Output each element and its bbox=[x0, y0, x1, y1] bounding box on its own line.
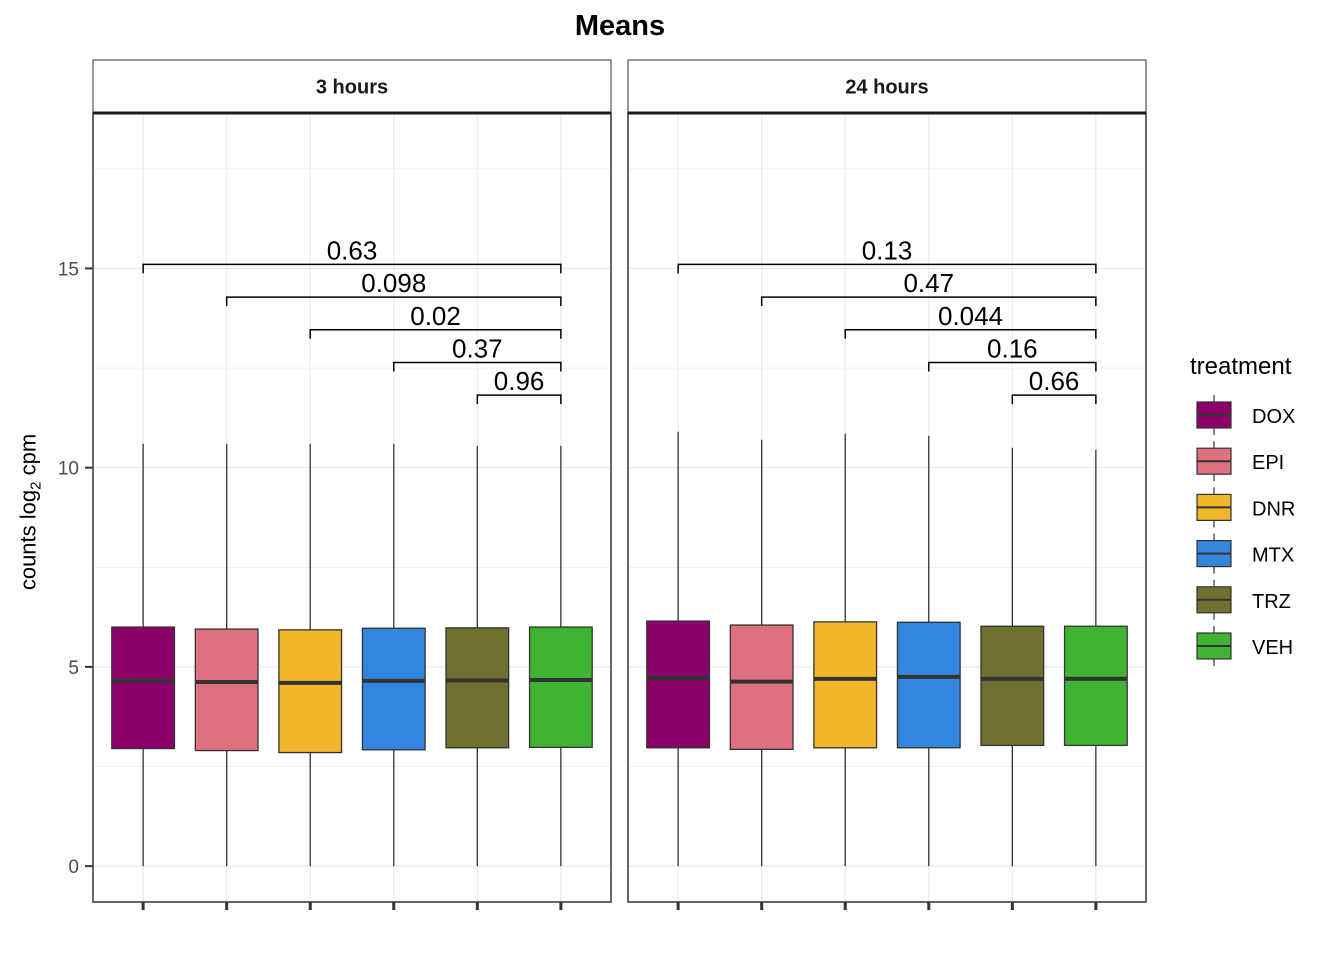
box-body bbox=[813, 621, 878, 749]
panel-strip-label: 24 hours bbox=[845, 77, 928, 99]
box-body bbox=[278, 629, 343, 754]
p-value-label: 0.37 bbox=[452, 333, 503, 363]
panel-strip bbox=[627, 59, 1147, 114]
legend: treatment DOX EPI DNR MTX TRZ VEH bbox=[1190, 353, 1295, 666]
bracket-line bbox=[760, 296, 1097, 307]
legend-title: treatment bbox=[1190, 353, 1292, 380]
p-value-label: 0.13 bbox=[862, 235, 913, 265]
bracket-line bbox=[476, 394, 562, 405]
p-value-label: 0.66 bbox=[1029, 366, 1080, 396]
comparison-bracket: 0.66 bbox=[1011, 366, 1097, 405]
legend-item-epi: EPI bbox=[1196, 441, 1284, 482]
box-dox bbox=[646, 431, 711, 867]
legend-item-trz: TRZ bbox=[1196, 579, 1291, 620]
comparison-bracket: 0.044 bbox=[844, 301, 1097, 339]
comparison-bracket: 0.16 bbox=[928, 333, 1097, 372]
legend-item-dox: DOX bbox=[1196, 395, 1295, 435]
box-body bbox=[646, 620, 711, 749]
box-mtx bbox=[361, 443, 426, 867]
box-dnr bbox=[813, 433, 878, 867]
box-dox bbox=[111, 443, 176, 867]
bracket-line bbox=[1011, 394, 1097, 405]
box-dnr bbox=[278, 443, 343, 867]
legend-label: MTX bbox=[1252, 545, 1294, 567]
box-body bbox=[111, 626, 176, 750]
legend-label: DOX bbox=[1252, 406, 1295, 428]
box-body bbox=[445, 627, 510, 749]
box-body bbox=[980, 625, 1045, 747]
comparison-bracket: 0.96 bbox=[476, 366, 562, 405]
box-body bbox=[729, 624, 794, 751]
panel-border bbox=[92, 112, 612, 903]
y-tick-label: 5 bbox=[68, 658, 79, 679]
box-body bbox=[1063, 625, 1128, 747]
comparison-bracket: 0.37 bbox=[393, 333, 562, 372]
box-body bbox=[361, 627, 426, 751]
p-value-label: 0.47 bbox=[903, 268, 954, 298]
comparison-bracket: 0.63 bbox=[142, 235, 562, 274]
y-tick-label: 10 bbox=[58, 459, 79, 480]
legend-label: TRZ bbox=[1252, 591, 1291, 613]
bracket-line bbox=[225, 296, 562, 307]
p-value-label: 0.02 bbox=[410, 301, 461, 331]
comparison-bracket: 0.13 bbox=[677, 235, 1097, 274]
legend-label: EPI bbox=[1252, 452, 1284, 474]
box-veh bbox=[528, 445, 593, 867]
bracket-line bbox=[677, 263, 1097, 274]
chart-title: Means bbox=[574, 10, 666, 42]
legend-label: VEH bbox=[1252, 637, 1293, 659]
p-value-label: 0.63 bbox=[327, 235, 378, 265]
box-body bbox=[528, 626, 593, 749]
box-mtx bbox=[896, 435, 961, 867]
comparison-bracket: 0.02 bbox=[309, 301, 562, 339]
box-epi bbox=[194, 443, 259, 867]
panel-border bbox=[627, 112, 1147, 903]
comparison-bracket: 0.47 bbox=[760, 268, 1097, 307]
box-body bbox=[194, 628, 259, 752]
panel-strip bbox=[92, 59, 612, 114]
panel-strip-label: 3 hours bbox=[316, 77, 388, 99]
box-epi bbox=[729, 439, 794, 867]
bracket-line bbox=[393, 361, 562, 372]
box-trz bbox=[445, 445, 510, 867]
p-value-label: 0.16 bbox=[987, 333, 1038, 363]
box-body bbox=[896, 621, 961, 749]
bracket-line bbox=[142, 263, 562, 274]
p-value-label: 0.96 bbox=[494, 366, 545, 396]
bracket-line bbox=[844, 329, 1097, 339]
p-value-label: 0.044 bbox=[938, 301, 1003, 331]
box-trz bbox=[980, 447, 1045, 867]
y-tick-label: 0 bbox=[68, 857, 79, 878]
bracket-line bbox=[309, 329, 562, 339]
box-veh bbox=[1063, 449, 1128, 867]
p-value-label: 0.098 bbox=[361, 268, 426, 298]
legend-item-dnr: DNR bbox=[1196, 487, 1295, 528]
y-tick-label: 15 bbox=[58, 259, 79, 280]
legend-item-veh: VEH bbox=[1196, 626, 1293, 666]
legend-item-mtx: MTX bbox=[1196, 533, 1294, 574]
comparison-bracket: 0.098 bbox=[225, 268, 562, 307]
bracket-line bbox=[928, 361, 1097, 372]
legend-label: DNR bbox=[1252, 498, 1295, 520]
